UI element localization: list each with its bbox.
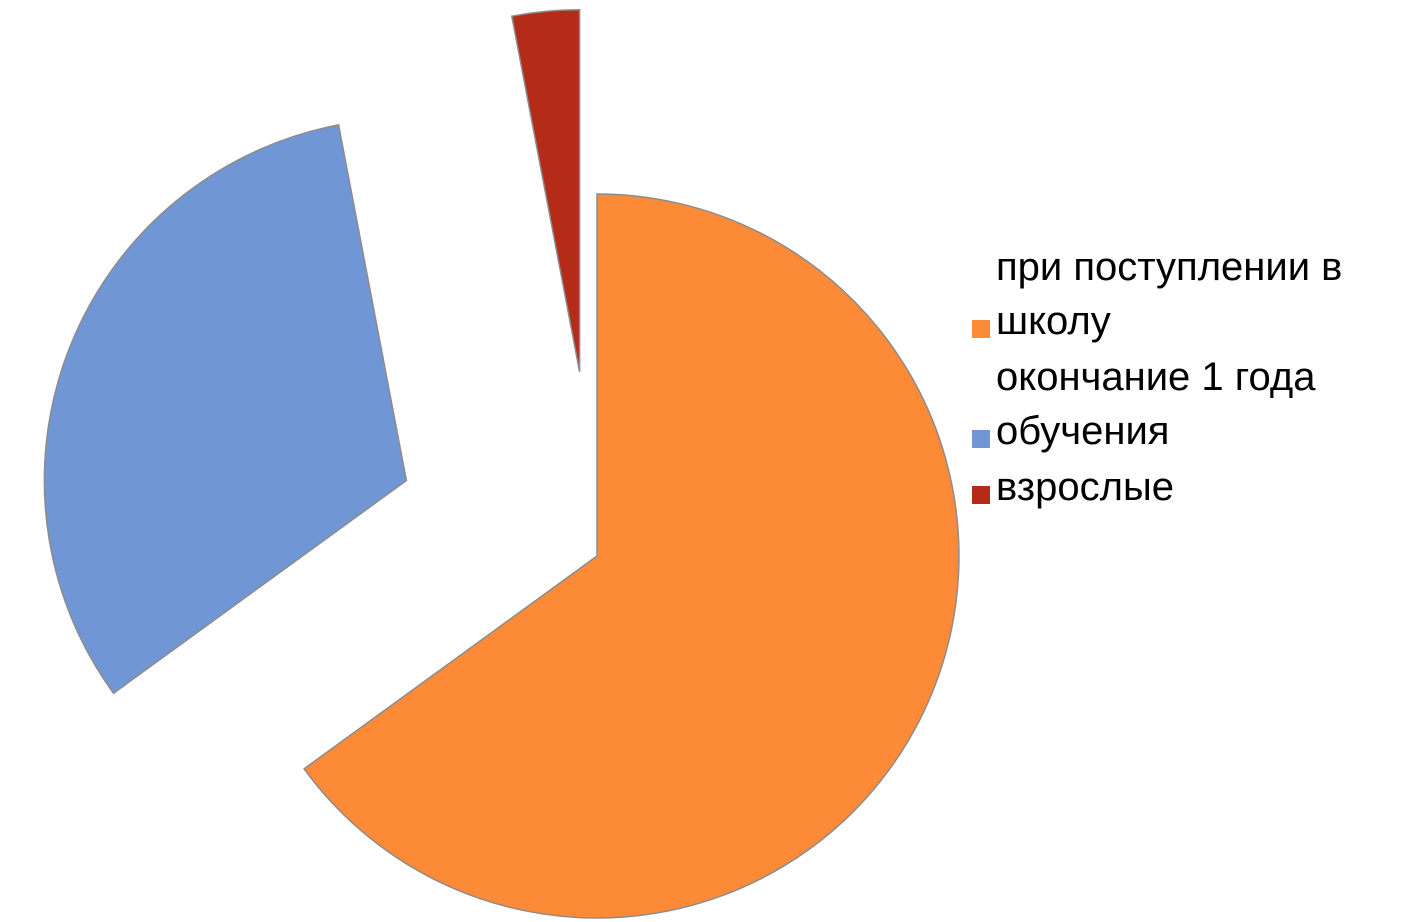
legend-swatch-adults [972,486,990,504]
legend-label-end-of-first-year: окончание 1 года обучения [996,355,1316,453]
legend-swatch-school-entry [972,320,990,338]
legend-item-end-of-first-year: окончание 1 года обучения [972,350,1412,458]
legend-swatch-end-of-first-year [972,430,990,448]
legend-label-school-entry: при поступлении в школу [996,245,1343,343]
pie-slice-school-entry [303,193,960,919]
legend-item-school-entry: при поступлении в школу [972,240,1412,348]
pie-slice-adults [510,9,581,372]
legend-item-adults: взрослые [972,460,1412,514]
chart-legend: при поступлении в школу окончание 1 года… [972,240,1412,516]
pie-slice-end-of-first-year [43,124,408,695]
legend-label-adults: взрослые [996,465,1174,509]
pie-slices [43,9,960,919]
